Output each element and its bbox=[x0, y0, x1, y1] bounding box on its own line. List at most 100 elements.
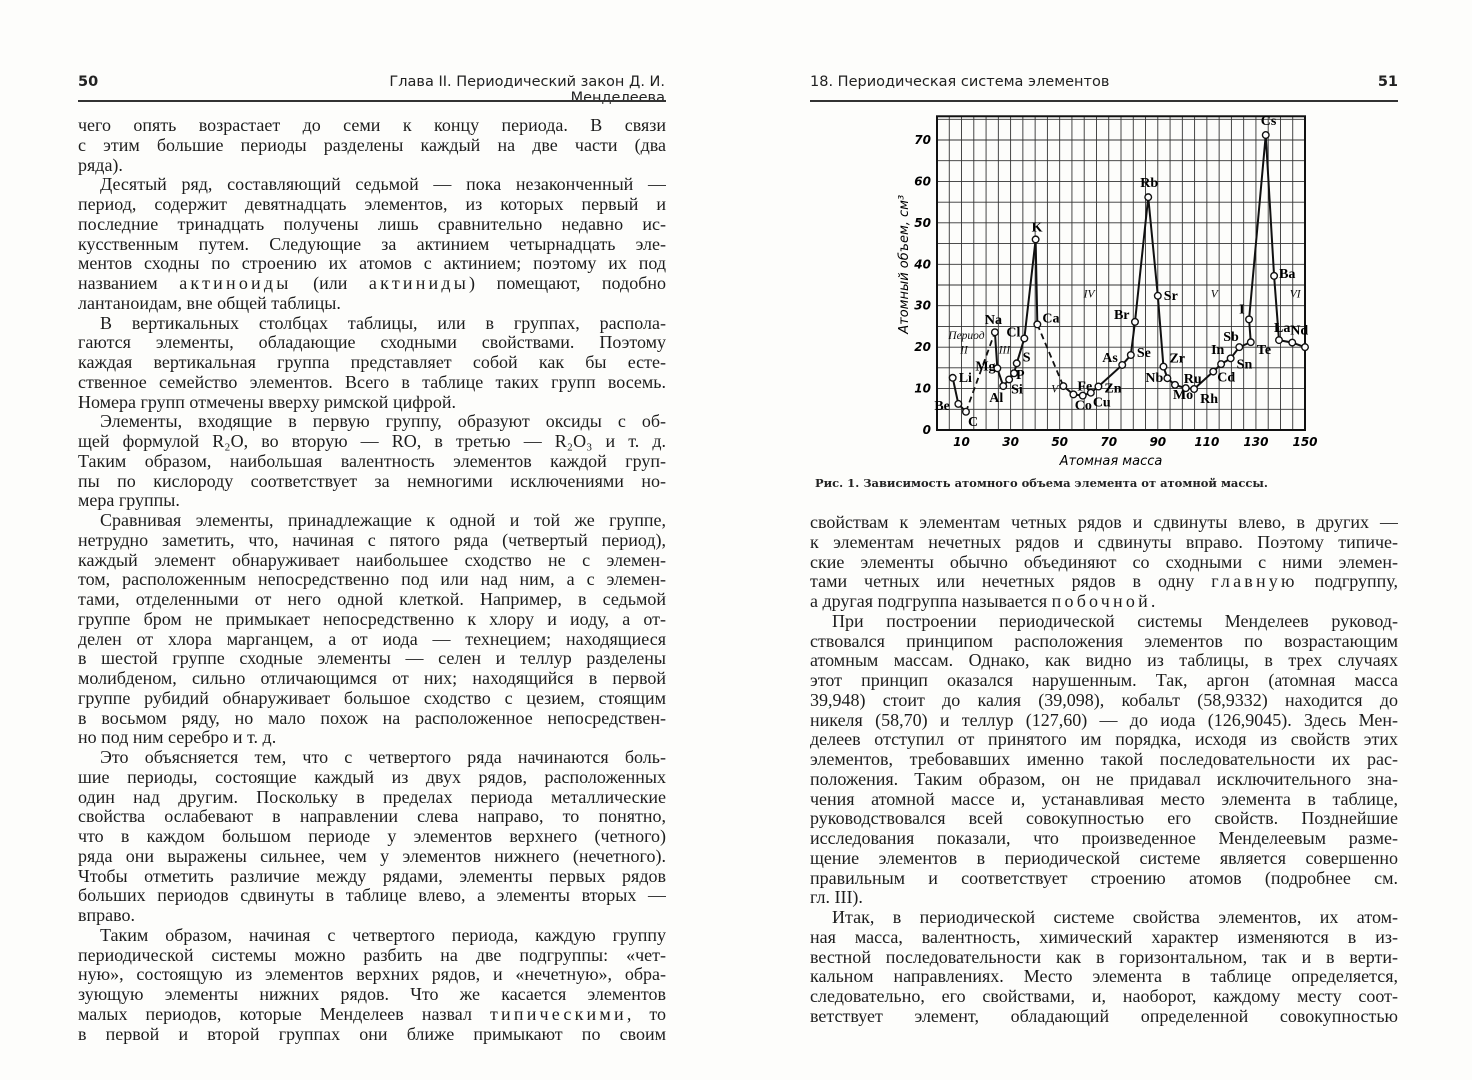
text-line: атомным массам. Однако, как видно из таб… bbox=[810, 651, 1398, 671]
data-point bbox=[1226, 354, 1235, 363]
text-line: что в каждом большом периоде у элементов… bbox=[78, 827, 666, 846]
text-line: Сравнивая элементы, принадлежащие к одно… bbox=[100, 511, 666, 530]
text-line: ветствует элемент, обладающий определенн… bbox=[810, 1006, 1398, 1026]
text-segment: (или bbox=[291, 274, 369, 293]
element-label: Cs bbox=[1261, 114, 1277, 129]
data-point bbox=[1094, 382, 1103, 391]
text-line: В вертикальных столбцах таблицы, или в г… bbox=[100, 313, 666, 333]
text-line: ную», состоящую из элементов верхних ряд… bbox=[78, 965, 666, 985]
element-label: K bbox=[1032, 220, 1043, 235]
text-line: чения атомной массе и, устанавливая мест… bbox=[810, 789, 1398, 809]
text-line: в шестой группе сходные элементы — селен… bbox=[78, 649, 666, 669]
element-label: Mg bbox=[975, 359, 995, 374]
y-tick-label: 0 bbox=[923, 423, 931, 437]
running-head-right: 18. Периодическая система элементов bbox=[810, 74, 1110, 90]
text-line: ная масса, валентность, химический харак… bbox=[810, 927, 1398, 947]
element-label: Ba bbox=[1279, 267, 1295, 282]
text-line: элементов, требовавших именно такой посл… bbox=[810, 750, 1398, 769]
x-tick-label: 110 bbox=[1194, 435, 1219, 449]
data-point bbox=[990, 328, 999, 337]
element-label: Cu bbox=[1093, 396, 1111, 411]
element-label: Br bbox=[1114, 308, 1130, 323]
text-line: нетрудно заметить, что, начиная с пятого… bbox=[78, 530, 666, 550]
data-point bbox=[1033, 320, 1042, 329]
element-label: Cd bbox=[1217, 371, 1235, 386]
y-tick-label: 50 bbox=[914, 216, 931, 230]
data-point bbox=[1020, 334, 1029, 343]
data-point bbox=[1130, 317, 1139, 326]
page-number-left: 50 bbox=[78, 74, 99, 90]
text-line: положения. Таким образом, он не придавал… bbox=[810, 769, 1398, 789]
text-line: названием актиноиды (или актиниды) помещ… bbox=[78, 274, 666, 294]
text-line: малых периодов, которые Менделеев назвал… bbox=[78, 1005, 666, 1025]
text-segment: названием bbox=[78, 274, 180, 293]
text-line: Итак, в периодической системе свойства э… bbox=[832, 908, 1398, 927]
text-line: Таким образом, начиная с четвертого пери… bbox=[100, 925, 666, 945]
text-line: Десятый ряд, составляющий седьмой — пока… bbox=[100, 175, 666, 195]
left-page-text: чего опять возрастает до семи к концу пе… bbox=[78, 116, 666, 1044]
plot-frame bbox=[936, 115, 1306, 432]
element-label: Li bbox=[959, 371, 972, 386]
element-label: Cl bbox=[1006, 325, 1020, 340]
element-label: S bbox=[1023, 350, 1031, 365]
element-label: Sb bbox=[1223, 330, 1239, 345]
data-point bbox=[1144, 193, 1153, 202]
text-line: больших периодов сдвинуты в таблице влев… bbox=[78, 886, 666, 906]
text-segment: тами четных или нечетных рядов в одну bbox=[810, 572, 1212, 592]
y-tick-label: 30 bbox=[914, 299, 931, 313]
paragraph: Десятый ряд, составляющий седьмой — пока… bbox=[78, 175, 666, 313]
text-line: один над другим. Поскольку в пределах пе… bbox=[78, 787, 666, 807]
header-rule-left bbox=[78, 100, 666, 102]
running-head-left: Глава II. Периодический закон Д. И. Менд… bbox=[389, 74, 665, 106]
text-line: свойствам к элементам четных рядов и сдв… bbox=[810, 513, 1398, 532]
text-line: группе рубидий обнаруживает большое сход… bbox=[78, 688, 666, 708]
data-point bbox=[1118, 360, 1127, 369]
period-label: V bbox=[1211, 288, 1220, 300]
element-label: Al bbox=[989, 391, 1003, 406]
x-tick-label: 130 bbox=[1243, 435, 1268, 449]
element-label: Ca bbox=[1042, 311, 1059, 326]
period-label: IV bbox=[1083, 288, 1097, 300]
text-line: свойства ослабевают в направлении слева … bbox=[78, 807, 666, 827]
spaced-emphasis: актиноиды bbox=[179, 274, 292, 293]
x-tick-label: 70 bbox=[1100, 435, 1117, 449]
text-line: группе бром не примыкает непосредственно… bbox=[78, 609, 666, 629]
text-line: ряда они выражены сильнее, чем у элемент… bbox=[78, 846, 666, 866]
text-line: Таким образом, наибольшая валентность эл… bbox=[78, 451, 666, 471]
data-point bbox=[1069, 390, 1078, 399]
text-line: лантаноидам, вне общей таблицы. bbox=[78, 293, 341, 313]
text-line: ствовался принципом расположения элемент… bbox=[810, 631, 1398, 651]
x-tick-label: 30 bbox=[1002, 435, 1019, 449]
x-tick-label: 10 bbox=[953, 435, 970, 449]
data-point bbox=[1274, 336, 1283, 345]
text-line: тами, отделенными от него одной клеткой.… bbox=[78, 590, 666, 609]
text-line: шие периоды, состоящие каждый из двух ря… bbox=[78, 767, 666, 787]
text-line: делеев отступил от принятого им порядка,… bbox=[810, 730, 1398, 750]
x-tick-label: 50 bbox=[1051, 435, 1068, 449]
text-line: период, содержит девятнадцать элементов,… bbox=[78, 195, 666, 214]
text-line: с этим большие периоды разделены каждый … bbox=[78, 135, 666, 155]
text-segment: ) помещают, подобно bbox=[469, 274, 666, 293]
text-line: каждый элемент обнаруживает наибольшее с… bbox=[78, 550, 666, 570]
y-tick-label: 60 bbox=[914, 174, 931, 188]
text-line: вестной последовательности как в горизон… bbox=[810, 947, 1398, 967]
element-label: P bbox=[1016, 368, 1025, 383]
element-label: Zr bbox=[1169, 352, 1185, 367]
text-line: гаются элементы, обладающие сходными сво… bbox=[78, 333, 666, 353]
period-label: Период bbox=[947, 330, 985, 342]
data-point bbox=[1301, 343, 1310, 352]
y-tick-label: 10 bbox=[914, 382, 931, 396]
text-line: делен от хлора марганцем, а от иода — те… bbox=[78, 629, 666, 649]
y-axis-label: Атомный объем, см³ bbox=[897, 195, 912, 335]
text-segment: . bbox=[1150, 592, 1156, 611]
data-point bbox=[1190, 384, 1199, 393]
text-line: этот принцип оказался нарушенным. Так, а… bbox=[810, 671, 1398, 690]
data-point bbox=[1078, 391, 1087, 400]
paragraph: При построении периодической системы Мен… bbox=[810, 612, 1398, 908]
text-line: ские элементы обычно объединяют со сходн… bbox=[810, 552, 1398, 572]
element-label: Sr bbox=[1164, 289, 1178, 304]
text-line: тами четных или нечетных рядов в одну гл… bbox=[810, 572, 1398, 592]
text-line: чего опять возрастает до семи к концу пе… bbox=[78, 116, 666, 135]
paragraph: Итак, в периодической системе свойства э… bbox=[810, 908, 1398, 1027]
data-point bbox=[1245, 315, 1254, 324]
